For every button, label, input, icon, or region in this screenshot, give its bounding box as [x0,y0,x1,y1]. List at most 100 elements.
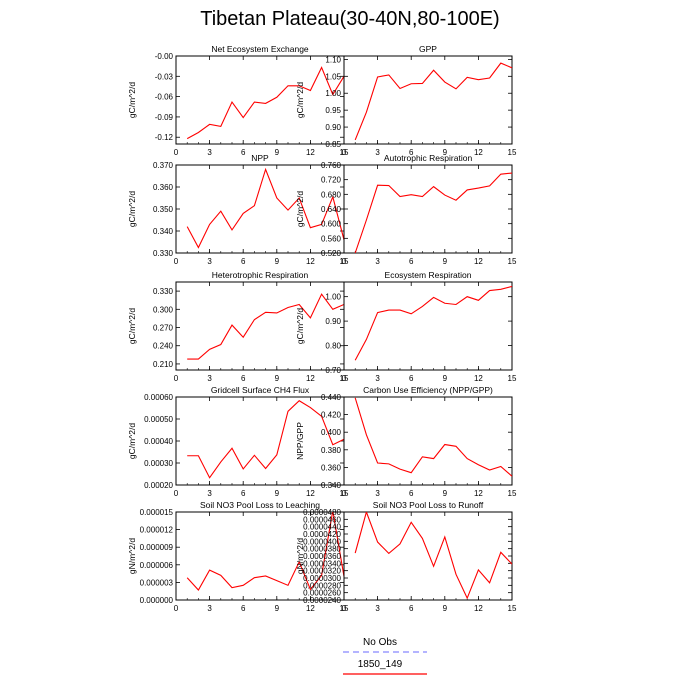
plot-frame [343,55,513,145]
panel-gpp: GPP gC/m^2/d 0 3 6 9 12 15 1.10 1.05 1.00 0.95 0.90 0… [295,44,517,157]
y-tick-label: -0.09 [155,113,174,122]
y-tick-label: 0.680 [321,190,342,199]
x-tick-label: 15 [340,374,349,383]
y-axis-label: gN/m^2/d [127,538,137,574]
x-tick-label: 3 [207,257,212,266]
x-tick-label: 12 [306,257,315,266]
x-tick-label: 12 [474,257,483,266]
y-tick-label: 0.90 [325,317,341,326]
x-tick-label: 3 [375,374,380,383]
x-tick-label: 12 [306,604,315,613]
x-tick-label: 15 [508,604,517,613]
x-tick-label: 6 [241,489,246,498]
y-tick-label: 0.360 [153,183,174,192]
y-tick-label: 0.0000280 [303,581,341,590]
x-tick-label: 6 [241,257,246,266]
y-tick-label: 0.420 [321,411,342,420]
series-line [354,172,512,253]
x-tick-label: 0 [342,257,347,266]
x-tick-label: 15 [340,148,349,157]
x-tick-label: 9 [443,604,448,613]
x-tick-label: 3 [207,489,212,498]
y-tick-label: 0.0000340 [303,559,341,568]
y-tick-label: 0.560 [321,234,342,243]
y-tick-label: 0.0000400 [303,537,341,546]
y-tick-label: 1.00 [325,89,341,98]
x-tick-label: 15 [508,148,517,157]
x-tick-label: 9 [275,148,280,157]
x-tick-label: 0 [174,489,179,498]
y-tick-label: 0.340 [153,227,174,236]
x-tick-label: 9 [275,604,280,613]
y-tick-label: 0.000003 [140,578,174,587]
x-tick-label: 6 [241,374,246,383]
y-tick-label: -0.00 [155,52,174,61]
x-tick-label: 0 [174,604,179,613]
y-tick-label: 0.270 [153,324,174,333]
y-axis-label: gC/m^2/d [127,423,137,459]
y-tick-label: 0.330 [153,287,174,296]
y-axis-label: gC/m^2/d [127,308,137,344]
x-tick-label: 0 [174,257,179,266]
x-tick-label: 0 [342,489,347,498]
x-tick-label: 9 [443,374,448,383]
plot-frame [343,396,513,486]
panel-title: Soil NO3 Pool Loss to Leaching [200,500,320,510]
y-tick-label: 1.05 [325,72,341,81]
y-tick-label: 0.80 [325,342,341,351]
panel-title: Autotrophic Respiration [384,153,473,163]
x-tick-label: 9 [275,374,280,383]
x-tick-label: 12 [474,604,483,613]
y-tick-label: 0.0000360 [303,552,341,561]
y-tick-label: 0.760 [321,161,342,170]
x-tick-label: 3 [375,257,380,266]
y-tick-label: -0.03 [155,72,174,81]
x-tick-label: 0 [342,604,347,613]
x-tick-label: 3 [375,148,380,157]
x-tick-label: 0 [174,148,179,157]
y-tick-label: 0.0000380 [303,545,341,554]
panel-title: Carbon Use Efficiency (NPP/GPP) [363,385,493,395]
y-tick-label: 0.00040 [144,437,173,446]
x-tick-label: 3 [375,604,380,613]
x-tick-label: 6 [241,604,246,613]
panel-soil-no3-pool-loss-to-runoff: Soil NO3 Pool Loss to Runoff gN/m^2/d 0 3 6 9… [295,500,517,613]
x-tick-label: 15 [340,489,349,498]
y-tick-label: 0.95 [325,106,341,115]
panel-soil-no3-pool-loss-to-leaching: Soil NO3 Pool Loss to Leaching gN/m^2/d 0 3… [127,500,349,613]
y-tick-label: 0.380 [321,446,342,455]
y-axis-label: gC/m^2/d [295,191,305,227]
legend-label-1850-149: 1850_149 [357,659,403,670]
x-tick-label: 9 [275,257,280,266]
x-tick-label: 12 [306,148,315,157]
plot-frame [343,281,513,371]
y-tick-label: 0.0000480 [303,508,341,517]
x-tick-label: 12 [306,489,315,498]
x-tick-label: 15 [508,489,517,498]
y-axis-label: gN/m^2/d [295,538,305,574]
y-axis-label: gC/m^2/d [127,191,137,227]
y-axis-label: gC/m^2/d [295,82,305,118]
y-tick-label: -0.12 [155,133,174,142]
panel-title: NPP [251,153,269,163]
y-tick-label: 0.000006 [140,561,174,570]
panel-gridcell-surface-ch4-flux: Gridcell Surface CH4 Flux gC/m^2/d 0 3 6 9 12 1… [127,385,349,498]
y-tick-label: 0.0000240 [303,596,341,605]
x-tick-label: 3 [207,604,212,613]
panel-title: Soil NO3 Pool Loss to Runoff [373,500,484,510]
series-line [354,285,512,361]
x-tick-label: 3 [375,489,380,498]
x-tick-label: 15 [340,257,349,266]
y-axis-label: gC/m^2/d [127,82,137,118]
panel-carbon-use-efficiency-npp-gpp: Carbon Use Efficiency (NPP/GPP) NPP/GPP 0 3… [295,385,517,498]
x-tick-label: 12 [306,374,315,383]
y-tick-label: 0.00020 [144,481,173,490]
panel-net-ecosystem-exchange: Net Ecosystem Exchange gC/m^2/d 0 3 6 9 12 15 -0… [127,44,349,157]
x-tick-label: 9 [275,489,280,498]
y-tick-label: 0.90 [325,123,341,132]
y-tick-label: 0.0000300 [303,574,341,583]
x-tick-label: 6 [409,148,414,157]
y-tick-label: 0.360 [321,463,342,472]
panel-title: GPP [419,44,437,54]
